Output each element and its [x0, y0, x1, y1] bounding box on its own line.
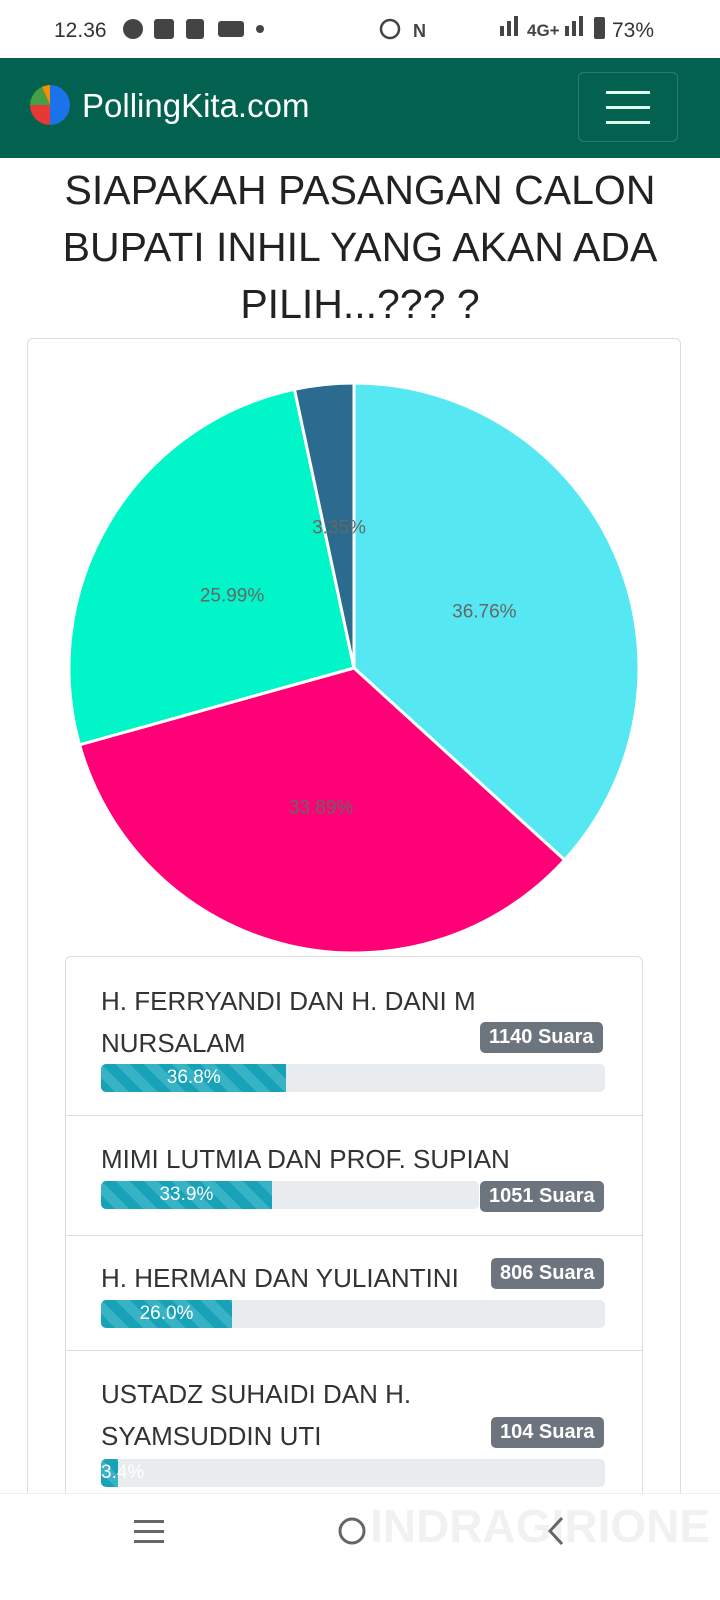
- progress-fill: 3.4%: [101, 1459, 144, 1487]
- result-item: H. HERMAN DAN YULIANTINI 806 Suara 26.0%: [65, 1235, 643, 1351]
- result-item: H. FERRYANDI DAN H. DANI M NURSALAM 1140 …: [65, 956, 643, 1115]
- battery: 73%: [612, 19, 654, 42]
- result-item: USTADZ SUHAIDI DAN H. SYAMSUDDIN UTI 104 …: [65, 1350, 643, 1511]
- progress-bar: 26.0%: [101, 1300, 605, 1328]
- result-item: MIMI LUTMIA DAN PROF. SUPIAN 1051 Suara 33…: [65, 1115, 643, 1236]
- network: 4G+: [527, 21, 560, 40]
- candidate-name: USTADZ SUHAIDI DAN H. SYAMSUDDIN UTI: [101, 1379, 412, 1451]
- nav-icons: INDRAGIRIONE: [134, 1500, 710, 1552]
- vote-badge: 104 Suara: [491, 1417, 604, 1448]
- pie-slice: [67, 387, 356, 747]
- pie-chart: 36.76% 33.89% 25.99% 3.35%: [67, 381, 641, 955]
- navbar: PollingKita.com: [0, 58, 720, 158]
- slice-label: 3.35%: [312, 517, 366, 538]
- progress-bar: 33.9%: [101, 1181, 479, 1209]
- slice-label: 33.89%: [289, 798, 354, 819]
- progress-fill: 36.8%: [101, 1064, 287, 1092]
- svg-text:N: N: [413, 21, 426, 41]
- back-button[interactable]: [547, 1516, 564, 1546]
- candidate-name: H. FERRYANDI DAN H. DANI M NURSALAM: [101, 986, 476, 1058]
- vote-badge: 1140 Suara: [480, 1022, 603, 1053]
- recent-apps-button[interactable]: [134, 1520, 164, 1543]
- progress-fill: 26.0%: [101, 1300, 233, 1328]
- poll-title: SIAPAKAH PASANGAN CALON BUPATI INHIL YAN…: [62, 167, 658, 327]
- status-icons: 12.36 N 4G+ 73%: [54, 16, 654, 42]
- home-button[interactable]: [338, 1517, 366, 1545]
- slice-label: 36.76%: [452, 601, 517, 622]
- candidate-name: H. HERMAN DAN YULIANTINI: [101, 1263, 459, 1293]
- pie-slice: [292, 381, 356, 669]
- poll-card: 36.76% 33.89% 25.99% 3.35%: [27, 338, 681, 1600]
- progress-bar: 36.8%: [101, 1064, 605, 1092]
- pie-slice: [77, 666, 567, 955]
- logo[interactable]: [30, 85, 70, 125]
- time: 12.36: [54, 19, 107, 42]
- vote-badge: 806 Suara: [491, 1258, 604, 1289]
- menu-button[interactable]: [578, 72, 678, 142]
- candidate-name: MIMI LUTMIA DAN PROF. SUPIAN: [101, 1144, 510, 1174]
- progress-fill: 33.9%: [101, 1181, 272, 1209]
- status-bar: 12.36 N 4G+ 73%: [0, 0, 720, 58]
- slice-label: 25.99%: [200, 585, 265, 606]
- vote-badge: 1051 Suara: [480, 1181, 604, 1212]
- brand[interactable]: PollingKita.com: [82, 87, 309, 124]
- watermark: INDRAGIRIONE: [370, 1500, 710, 1552]
- navbar-content: PollingKita.com: [30, 72, 678, 142]
- nav-bar: INDRAGIRIONE: [0, 1493, 720, 1600]
- progress-bar: 3.4%: [101, 1459, 605, 1487]
- pie-slice: [352, 381, 641, 863]
